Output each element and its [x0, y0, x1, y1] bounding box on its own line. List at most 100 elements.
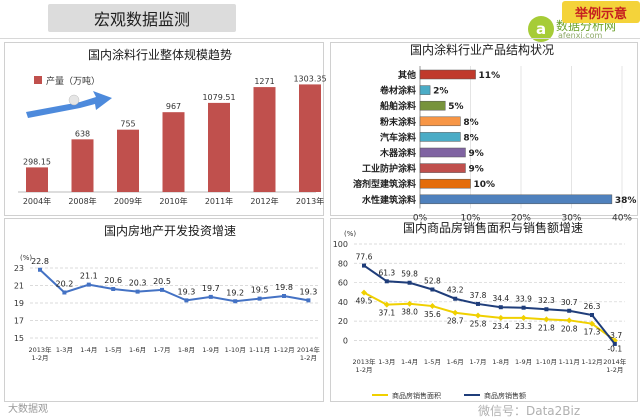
chart-title-investment: 国内房地产开发投资增速	[104, 224, 237, 238]
data-label: 20.3	[129, 279, 147, 288]
data-label: 21.1	[80, 272, 98, 281]
bar	[162, 112, 185, 192]
data-point	[361, 289, 367, 296]
legend-swatch	[34, 76, 42, 84]
data-point	[612, 341, 617, 346]
bar	[419, 100, 446, 111]
data-label: 52.8	[424, 276, 441, 285]
category-label: 木器涂料	[379, 147, 416, 159]
data-point	[111, 287, 116, 291]
data-point	[407, 280, 412, 285]
figure-icon	[68, 94, 80, 106]
series-line	[39, 269, 309, 303]
data-point	[406, 300, 413, 307]
data-label: 22.8	[31, 257, 49, 266]
x-tick-label: 0%	[413, 213, 428, 223]
data-point	[544, 307, 549, 312]
y-tick-label: 21	[14, 282, 24, 291]
x-tick-label: 1-7月	[469, 358, 486, 366]
data-label: 1303.35	[293, 74, 326, 83]
x-tick-label: 1-7月	[153, 346, 170, 354]
x-tick-label: 1-2月	[300, 354, 317, 362]
data-label: 21.8	[538, 323, 555, 332]
x-tick-label: 10%	[460, 213, 480, 223]
y-tick-label: 17	[14, 317, 24, 326]
legend-label: 商品房销售额	[484, 391, 526, 400]
x-tick-label: 2013年	[296, 196, 324, 206]
bar	[419, 147, 466, 158]
data-point	[86, 282, 91, 287]
example-badge: 举例示意	[562, 1, 640, 23]
bar	[117, 129, 139, 192]
data-label: 20.8	[561, 324, 578, 333]
x-tick-label: 1-2月	[31, 354, 48, 362]
x-tick-label: 2008年	[68, 196, 96, 206]
data-label: 35.6	[424, 310, 441, 319]
data-label: 10%	[474, 180, 496, 190]
data-label: 20.6	[104, 276, 122, 285]
data-label: 20.5	[153, 277, 171, 286]
data-point	[38, 267, 42, 272]
data-label: 638	[75, 129, 90, 138]
x-tick-label: 1-8月	[178, 346, 195, 354]
data-point	[233, 299, 238, 304]
data-label: 9%	[468, 149, 483, 159]
y-unit-label: (%)	[20, 254, 32, 262]
data-point	[590, 313, 594, 318]
bar	[419, 85, 431, 95]
data-label: 11%	[479, 71, 501, 81]
data-point	[383, 301, 390, 308]
data-label: 19.7	[202, 284, 220, 293]
data-label: 9%	[468, 165, 483, 175]
data-point	[62, 290, 67, 295]
x-tick-label: 2014年	[603, 357, 627, 366]
x-tick-label: 2004年	[23, 196, 51, 206]
data-point	[476, 301, 480, 306]
chart-title-sales: 国内商品房销售面积与销售额增速	[403, 221, 584, 235]
bar	[419, 194, 613, 205]
bar	[419, 163, 466, 173]
data-label: 19.8	[275, 283, 293, 292]
chart-title-scale: 国内涂料行业整体规模趋势	[88, 48, 233, 62]
data-label: 8%	[463, 118, 478, 128]
data-label: 5%	[448, 102, 463, 112]
data-label: 59.8	[401, 270, 418, 279]
data-label: -0.1	[607, 344, 622, 353]
data-label: 38%	[615, 196, 637, 206]
category-label: 船舶涂料	[380, 100, 416, 112]
data-label: 43.2	[447, 286, 464, 295]
data-label: 19.2	[226, 288, 244, 297]
x-tick-label: 1-4月	[401, 358, 418, 366]
data-point	[543, 316, 550, 323]
data-point	[208, 294, 213, 299]
data-label: 23.4	[492, 322, 509, 331]
data-label: 34.4	[492, 294, 509, 303]
data-label: 23.3	[515, 322, 532, 331]
category-label: 工业防护涂料	[362, 163, 416, 175]
y-tick-label: 60	[338, 279, 348, 288]
bar	[71, 139, 94, 192]
data-label: 17.3	[584, 328, 601, 337]
data-label: 49.5	[356, 297, 373, 306]
brand-icon: a	[528, 16, 554, 42]
x-tick-label: 2011年	[205, 196, 233, 206]
category-label: 溶剂型建筑涂料	[353, 178, 416, 190]
data-label: 967	[166, 102, 181, 111]
data-label: 1271	[254, 77, 274, 86]
x-tick-label: 2012年	[250, 196, 278, 206]
data-point	[429, 303, 436, 310]
x-tick-label: 1-12月	[581, 358, 602, 366]
data-point	[520, 314, 527, 321]
data-point	[453, 296, 458, 301]
x-tick-label: 1-6月	[129, 346, 146, 354]
data-point	[589, 320, 595, 327]
x-tick-label: 30%	[561, 213, 581, 223]
x-tick-label: 1-11月	[249, 346, 270, 354]
bar	[419, 69, 476, 80]
data-label: 28.7	[447, 317, 464, 326]
category-label: 水性建筑涂料	[362, 194, 416, 206]
data-point	[567, 308, 572, 313]
x-tick-label: 40%	[612, 213, 632, 223]
data-point	[498, 305, 503, 310]
y-tick-label: 20	[338, 317, 348, 326]
